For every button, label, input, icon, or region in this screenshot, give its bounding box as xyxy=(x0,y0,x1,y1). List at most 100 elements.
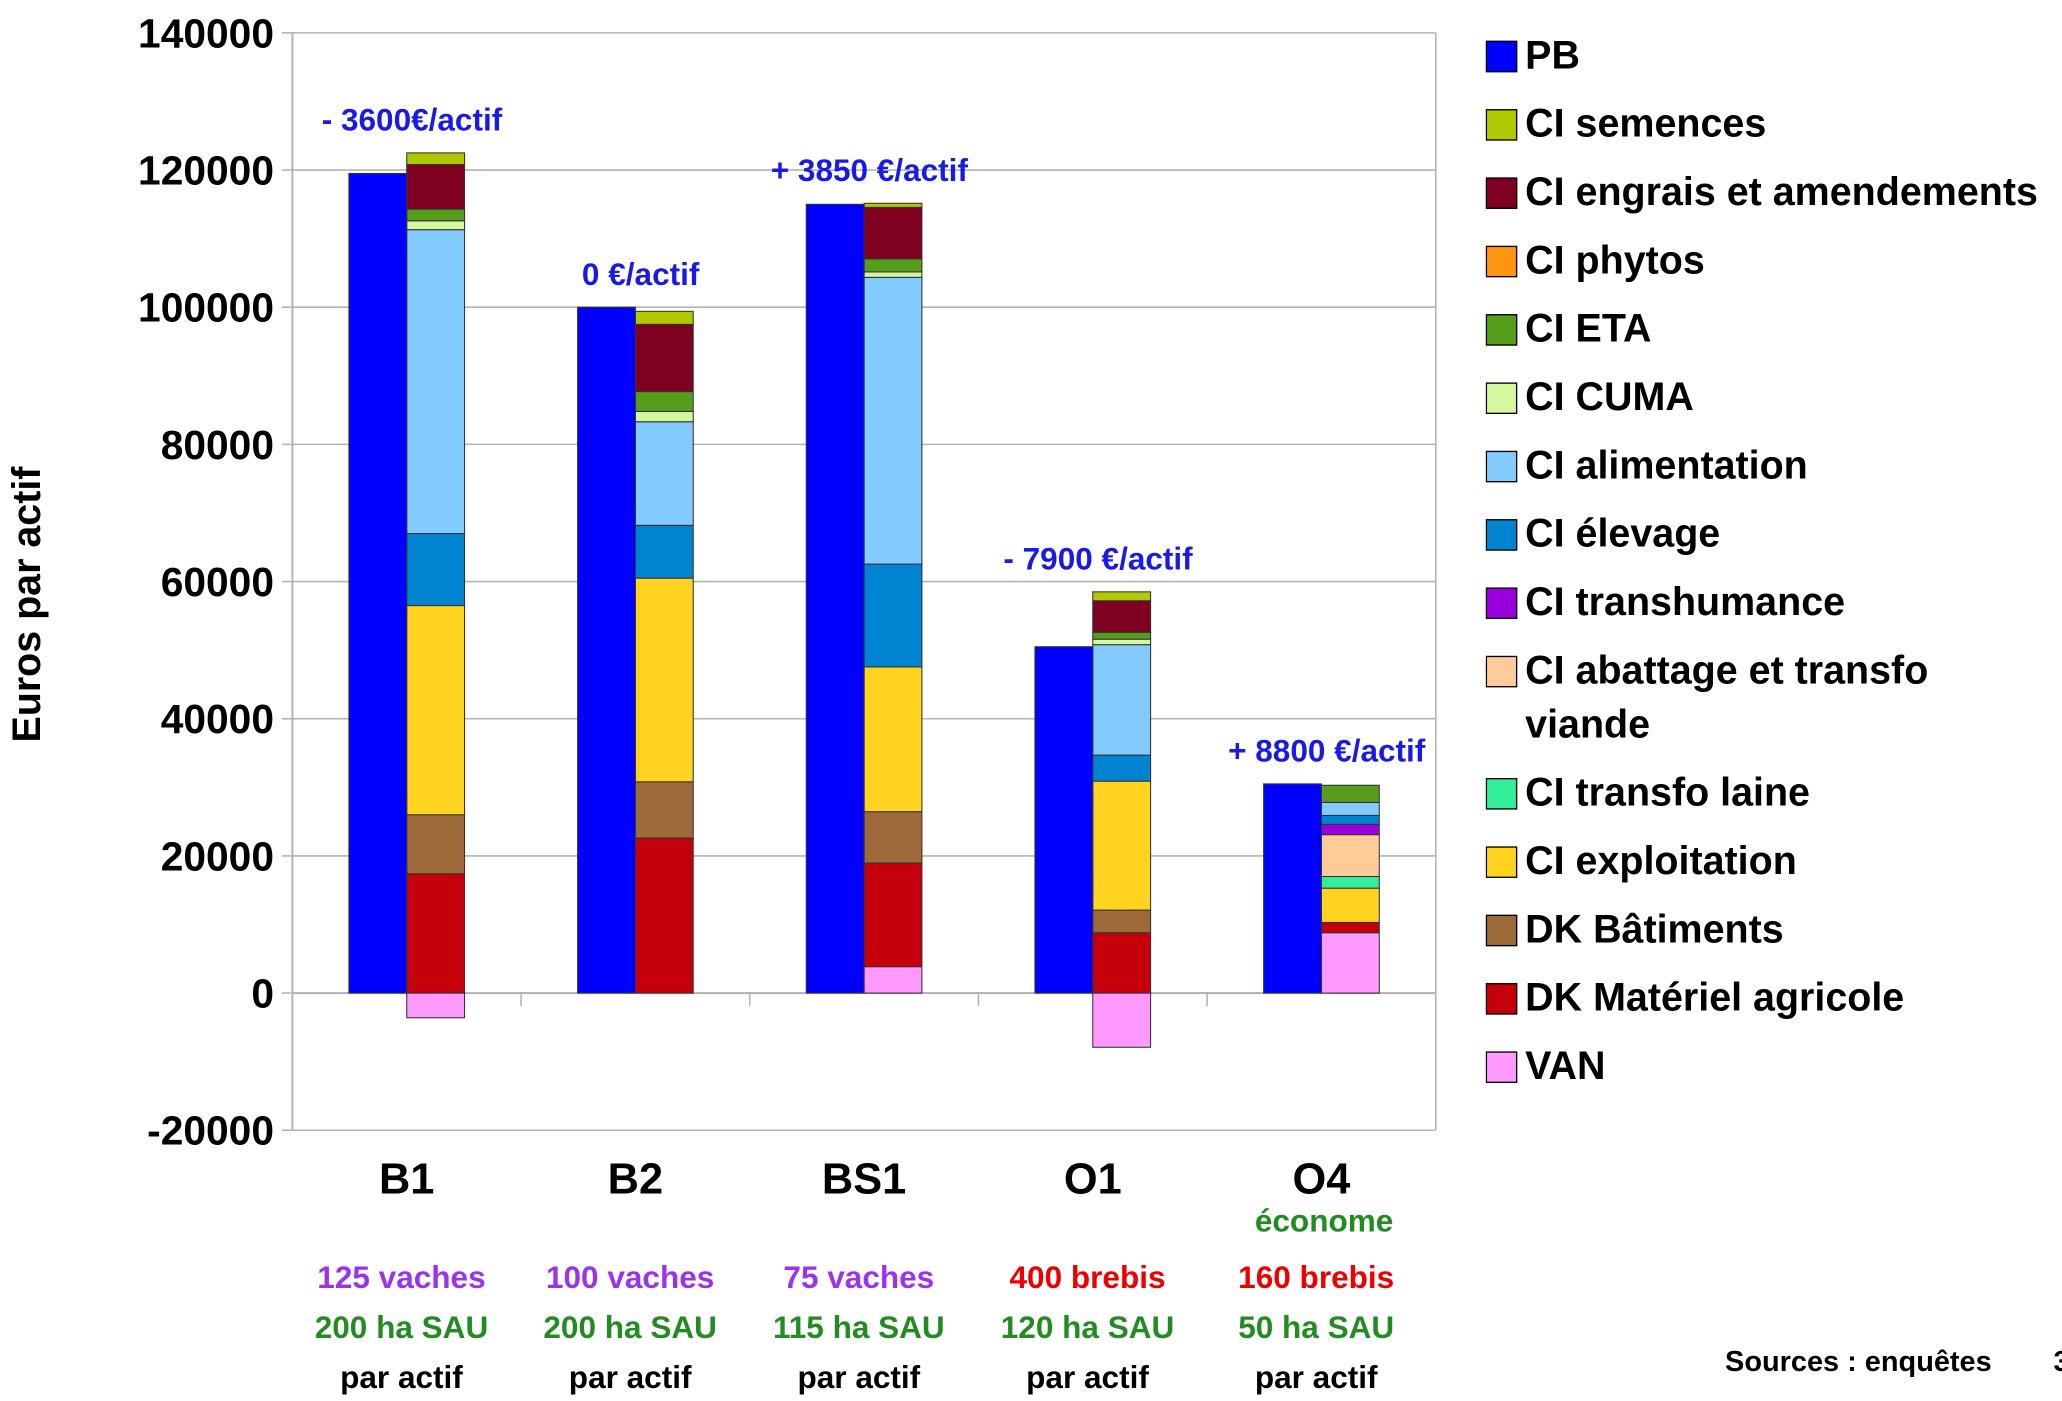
legend-label: CI engrais et amendements xyxy=(1525,170,2038,215)
legend-label: CI exploitation xyxy=(1525,839,1797,884)
y-tick-label: 80000 xyxy=(161,422,274,468)
category-detail: 200 ha SAU xyxy=(543,1309,716,1345)
bar-segment xyxy=(805,203,865,994)
bar-segment xyxy=(1092,591,1152,602)
legend-item: PB xyxy=(1485,29,2062,83)
category-detail: 160 brebis xyxy=(1238,1259,1394,1295)
page-number: 3 xyxy=(2053,1346,2062,1378)
legend-box: PB CI semences CI engrais et amendements CI… xyxy=(1485,29,2062,1094)
bar-segment xyxy=(863,666,923,813)
bar-segment xyxy=(634,410,694,423)
bar-segment xyxy=(1320,814,1380,825)
category-detail: 120 ha SAU xyxy=(1001,1309,1175,1345)
bar-segment xyxy=(406,605,466,816)
bar-segment xyxy=(406,220,466,231)
bar-segment xyxy=(1092,600,1152,633)
bar-annotation: - 7900 €/actif xyxy=(1003,541,1193,577)
category-detail: par actif xyxy=(797,1359,920,1395)
y-axis-label: Euros par actif xyxy=(5,466,49,743)
legend-swatch xyxy=(1485,450,1518,483)
legend-label: CI transhumance xyxy=(1525,580,1846,625)
legend-label: CI semences xyxy=(1525,102,1767,146)
bar-segment xyxy=(1092,780,1152,911)
legend-label: CI alimentation xyxy=(1525,444,1808,488)
legend-item: CI alimentation xyxy=(1485,439,2062,493)
bar-segment xyxy=(1034,646,1094,994)
bar-segment xyxy=(406,533,466,607)
category-detail: 400 brebis xyxy=(1010,1259,1166,1295)
bar-segment xyxy=(348,172,408,994)
legend-label: CI ETA xyxy=(1525,307,1652,351)
legend-item: CI élevage xyxy=(1485,507,2062,561)
y-tick-label: 120000 xyxy=(138,147,274,193)
bar-segment xyxy=(1092,644,1152,756)
legend-label: CI phytos xyxy=(1525,239,1705,283)
bar-segment xyxy=(863,271,923,278)
category-detail: par actif xyxy=(569,1359,692,1395)
y-tick-label: 100000 xyxy=(138,285,274,331)
legend-item: CI semences xyxy=(1485,97,2062,151)
legend-swatch xyxy=(1485,778,1518,810)
legend-swatch xyxy=(1485,846,1518,878)
x-tick-label: B1 xyxy=(379,1155,434,1203)
bar-segment xyxy=(406,992,466,1019)
legend-item: VAN xyxy=(1485,1040,2062,1094)
bar-segment xyxy=(1320,784,1380,803)
legend-item: DK Matériel agricole xyxy=(1485,971,2062,1025)
x-tick-label: O4 xyxy=(1293,1155,1351,1203)
legend-label: CI élevage xyxy=(1525,512,1721,556)
bar-segment xyxy=(634,323,694,393)
bar-segment xyxy=(1320,887,1380,923)
legend-label: CI CUMA xyxy=(1525,375,1694,420)
legend-item: CI CUMA xyxy=(1485,371,2062,425)
legend-swatch xyxy=(1485,914,1518,947)
category-detail: 50 ha SAU xyxy=(1238,1309,1394,1345)
bar-segment xyxy=(863,862,923,968)
bar-segment xyxy=(1092,631,1152,640)
legend-item: CI abattage et transfo viande xyxy=(1485,644,2062,752)
category-detail: 115 ha SAU xyxy=(773,1309,945,1345)
bar-segment xyxy=(406,152,466,166)
bar-annotation: + 3850 €/actif xyxy=(771,152,969,188)
bar-segment xyxy=(1092,638,1152,646)
bar-segment xyxy=(634,524,694,579)
legend-swatch xyxy=(1485,109,1518,141)
bar-segment xyxy=(1092,932,1152,994)
legend-swatch xyxy=(1485,177,1518,209)
legend-label: DK Bâtiments xyxy=(1525,908,1784,952)
y-tick-label: 140000 xyxy=(138,10,274,56)
bar-segment xyxy=(863,206,923,260)
legend-swatch xyxy=(1485,382,1518,414)
bar-segment xyxy=(863,258,923,273)
legend-item: CI transfo laine xyxy=(1485,766,2062,820)
bar-segment xyxy=(634,837,694,994)
legend-item: CI transhumance xyxy=(1485,576,2062,630)
bar-segment xyxy=(1092,909,1152,934)
category-detail: par actif xyxy=(340,1359,463,1395)
bar-segment xyxy=(634,310,694,325)
legend-label: DK Matériel agricole xyxy=(1525,976,1905,1020)
bar-segment xyxy=(863,966,923,994)
legend-swatch xyxy=(1485,245,1518,278)
bar-segment xyxy=(863,811,923,864)
bar-segment xyxy=(1092,754,1152,782)
legend-swatch xyxy=(1485,314,1518,346)
y-tick-label: 0 xyxy=(251,971,274,1017)
y-tick-label: -20000 xyxy=(147,1108,274,1154)
bar-annotation: - 3600€/actif xyxy=(322,102,503,138)
bar-segment xyxy=(634,781,694,839)
legend-label: CI transfo laine xyxy=(1525,771,1810,815)
legend-swatch xyxy=(1485,587,1518,620)
bar-segment xyxy=(863,276,923,565)
legend-swatch xyxy=(1485,40,1518,73)
bar-annotation: + 8800 €/actif xyxy=(1228,733,1426,769)
bar-segment xyxy=(1320,834,1380,878)
category-note: économe xyxy=(1255,1202,1393,1238)
bar-segment xyxy=(1263,783,1322,994)
category-detail: par actif xyxy=(1026,1359,1149,1395)
bar-segment xyxy=(1320,801,1380,816)
category-detail: par actif xyxy=(1255,1359,1378,1395)
y-tick-label: 20000 xyxy=(161,833,274,879)
